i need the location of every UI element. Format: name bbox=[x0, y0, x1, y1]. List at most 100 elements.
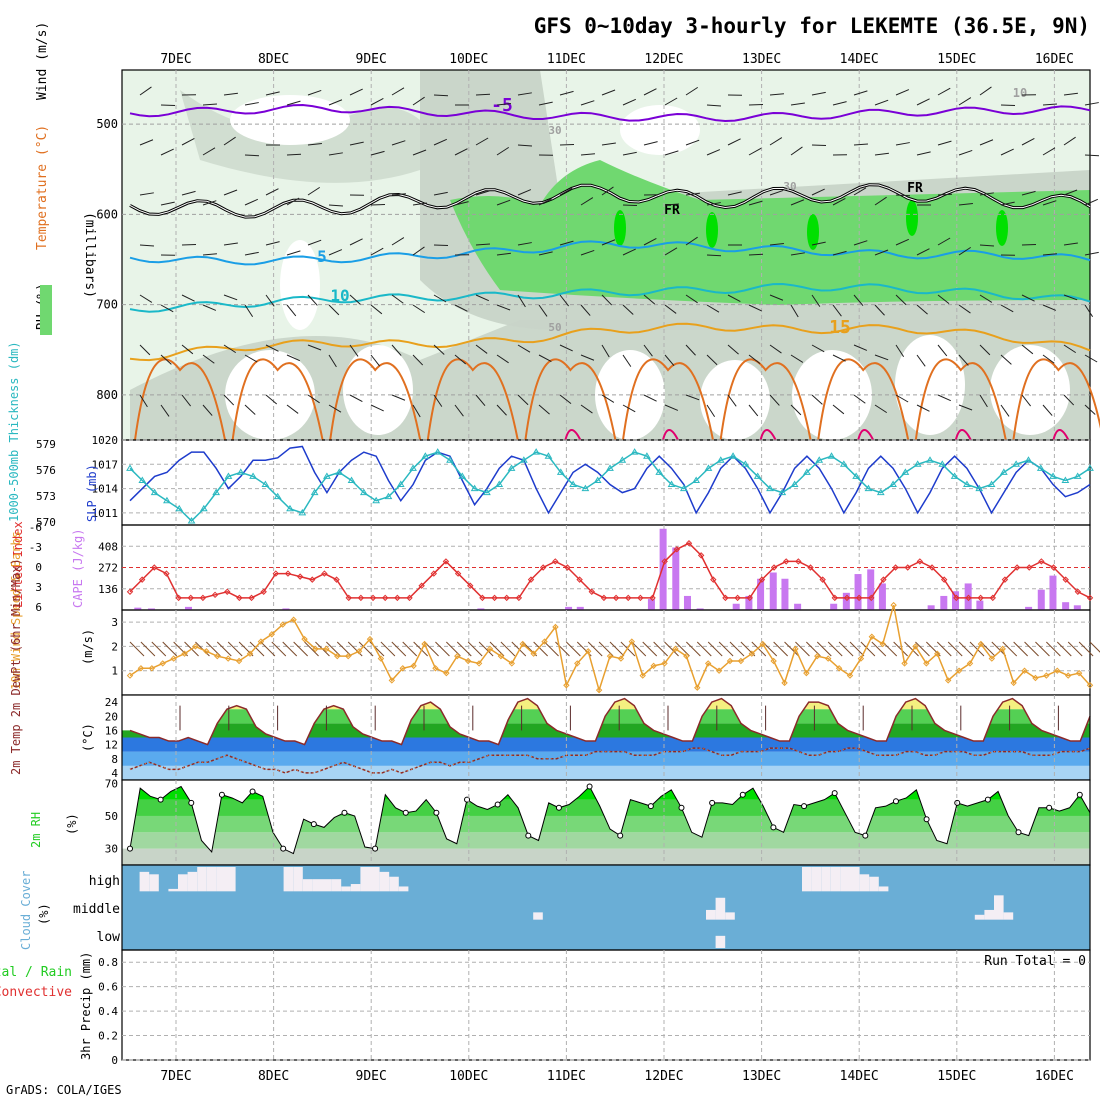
wind-barb bbox=[1084, 198, 1098, 206]
lifted-index-line-marker bbox=[685, 540, 693, 547]
wind-barb bbox=[1042, 354, 1055, 364]
wind-speed-line-marker bbox=[334, 652, 341, 660]
lifted-index-line-marker bbox=[649, 594, 656, 602]
wind-barb bbox=[538, 354, 552, 363]
thickness-line-marker bbox=[963, 480, 971, 488]
wind-speed-line-marker bbox=[323, 645, 330, 653]
lifted-index-line-marker bbox=[697, 552, 705, 559]
wind-barb bbox=[223, 92, 238, 96]
wind-speed-line-marker bbox=[301, 635, 308, 643]
wind-barb bbox=[1067, 641, 1083, 657]
thickness-line-marker bbox=[212, 488, 221, 496]
cape-bar bbox=[976, 600, 984, 610]
wind-barb bbox=[811, 344, 825, 353]
thickness-line-marker bbox=[1061, 476, 1070, 483]
lifted-index-line-marker bbox=[625, 594, 632, 602]
wind-barb bbox=[622, 151, 637, 156]
lifted-index-line-marker bbox=[552, 558, 559, 565]
wind-speed-line-marker bbox=[497, 652, 505, 660]
wind-barb bbox=[895, 394, 909, 403]
cape-tick-label: 136 bbox=[98, 583, 118, 596]
thickness-line-marker bbox=[716, 456, 725, 463]
wind-barb bbox=[1021, 344, 1034, 355]
wind-barb bbox=[664, 404, 679, 411]
wind-barb bbox=[874, 404, 888, 414]
thickness-line-marker bbox=[409, 464, 417, 471]
wind-barb bbox=[559, 90, 574, 96]
rh-marker bbox=[402, 809, 409, 816]
wind-barb bbox=[412, 246, 425, 256]
wind-barb bbox=[349, 238, 363, 246]
wind-barb bbox=[748, 404, 759, 417]
wind-barb bbox=[517, 92, 532, 96]
pressure-axis-label: (millibars) bbox=[82, 212, 97, 298]
rh-marker bbox=[280, 845, 287, 852]
wind-barb bbox=[202, 354, 215, 364]
slp-panel: 1020 1017 1014 1011 579 576 573 570 1000-500mb T… bbox=[7, 341, 1094, 529]
wind-barb bbox=[838, 641, 854, 657]
dewpoint-highlight bbox=[129, 747, 1091, 774]
wind-barb bbox=[475, 243, 491, 246]
wind-barb bbox=[181, 394, 192, 407]
wind-barb bbox=[769, 344, 782, 354]
wind-barb bbox=[622, 354, 632, 367]
rh-band bbox=[122, 848, 1090, 865]
wind-barb bbox=[979, 192, 994, 196]
cape-bar bbox=[769, 572, 777, 610]
wind-barb bbox=[391, 294, 404, 304]
cloud-bar-high bbox=[283, 867, 294, 892]
wind-speed-line-marker bbox=[1086, 682, 1094, 689]
wind-barb bbox=[874, 196, 887, 206]
wind-barb bbox=[538, 404, 550, 415]
wind-speed-line-marker bbox=[366, 635, 374, 643]
wind-barb bbox=[1035, 641, 1050, 657]
wind-speed-line-marker bbox=[192, 643, 199, 650]
contour-label: 30 bbox=[783, 180, 796, 193]
lifted-index-line-marker bbox=[357, 594, 365, 602]
rh-tick-label: 50 bbox=[105, 810, 118, 823]
wind-barb bbox=[958, 203, 973, 206]
wind-barb bbox=[979, 394, 988, 408]
top-date-label: 11DEC bbox=[547, 52, 586, 67]
thickness-line-marker bbox=[175, 504, 184, 512]
wind-speed-line-marker bbox=[388, 677, 396, 684]
rh-marker bbox=[525, 832, 532, 839]
wind-barb bbox=[181, 190, 196, 196]
wind-barb bbox=[349, 294, 361, 305]
wind-speed-line-marker bbox=[519, 640, 526, 648]
wind-speed-line-marker bbox=[879, 640, 886, 648]
wind-barb bbox=[349, 88, 363, 96]
cape-bar bbox=[1037, 589, 1045, 610]
rh-max-cell bbox=[807, 214, 819, 250]
wind-barb bbox=[1084, 251, 1099, 256]
wind-speed-line-marker bbox=[137, 665, 145, 672]
bottom-date-label: 14DEC bbox=[840, 1069, 879, 1084]
wind-barb bbox=[1024, 641, 1039, 657]
wind-barb bbox=[580, 153, 595, 156]
thickness-line-marker bbox=[618, 456, 627, 463]
wind-barb bbox=[706, 304, 720, 313]
cloud-bar-high bbox=[168, 888, 178, 892]
wind-barb bbox=[517, 242, 532, 246]
wind-barb bbox=[580, 249, 595, 256]
wind-barb bbox=[790, 146, 803, 156]
lifted-index-line-marker bbox=[309, 576, 316, 583]
wind-barb bbox=[1042, 200, 1057, 206]
wind-barb bbox=[475, 137, 489, 146]
wind-barb bbox=[664, 354, 675, 367]
cloud-bar-middle bbox=[725, 912, 735, 920]
thickness-line bbox=[129, 451, 1091, 523]
lifted-index-line-marker bbox=[539, 564, 547, 571]
lifted-index-line-marker bbox=[868, 594, 875, 602]
cloud-bar-high bbox=[331, 879, 342, 892]
wind-barb bbox=[926, 641, 941, 657]
wind-barb bbox=[769, 137, 783, 146]
cloud-level-label: high bbox=[89, 874, 120, 889]
lifted-index-line-marker bbox=[321, 570, 328, 577]
rh-dry-pocket bbox=[343, 345, 413, 435]
cloud-bar-high bbox=[341, 886, 351, 892]
wind-barb bbox=[895, 238, 909, 246]
wind-barb bbox=[937, 140, 952, 146]
wind-barb bbox=[349, 141, 364, 146]
rh-marker bbox=[1076, 791, 1083, 798]
